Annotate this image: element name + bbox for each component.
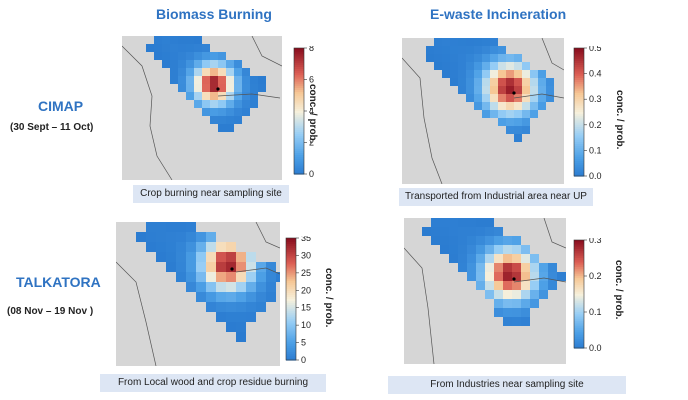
colorbar-tick-label: 0.0 — [589, 343, 602, 353]
colorbar-cimap-ewaste: 0.5 0.4 0.3 0.2 0.1 0.0 — [572, 43, 618, 182]
period-cimap: (30 Sept – 11 Oct) — [10, 122, 94, 133]
site-talkatora: TALKATORA — [16, 274, 101, 290]
map-panel-talkatora-biomass: 35 30 25 20 15 10 5 0 conc. / prob. — [116, 222, 338, 366]
colorbar-label: conc. / prob. — [613, 260, 624, 320]
site-cimap: CIMAP — [38, 98, 84, 114]
biomass-burning-title: Biomass Burning — [156, 6, 272, 22]
colorbar-tick-label: 15 — [301, 303, 311, 313]
colorbar-tick-label: 25 — [301, 268, 311, 278]
colorbar-label: conc. / prob. — [614, 90, 625, 150]
colorbar-tick-label: 0.3 — [589, 238, 602, 245]
colorbar-label: conc. / prob. — [323, 268, 334, 328]
heatmap-talkatora-biomass — [116, 222, 280, 366]
colorbar-tick-label: 2 — [309, 138, 314, 148]
colorbar-tick-label: 0.3 — [589, 94, 602, 104]
colorbar-cimap-biomass: 8 6 4 2 0 — [292, 43, 332, 180]
colorbar-tick-label: 0 — [301, 355, 306, 365]
colorbar-tick-label: 8 — [309, 46, 314, 53]
colorbar-tick-label: 0.2 — [589, 271, 602, 281]
colorbar-tick-label: 0.1 — [589, 145, 602, 155]
map-panel-talkatora-ewaste: 0.3 0.2 0.1 0.0 conc. / prob. — [404, 218, 628, 364]
colorbar-tick-label: 4 — [309, 106, 314, 116]
colorbar-talkatora-ewaste: 0.3 0.2 0.1 0.0 — [572, 235, 618, 354]
map-panel-cimap-biomass: 8 6 4 2 0 conc. / prob. — [122, 36, 332, 180]
ewaste-incineration-title: E-waste Incineration — [430, 6, 567, 22]
colorbar-tick-label: 35 — [301, 236, 311, 243]
colorbar-tick-label: 0.2 — [589, 120, 602, 130]
heatmap-cimap-biomass — [122, 36, 282, 180]
colorbar-tick-label: 0 — [309, 169, 314, 179]
colorbar-tick-label: 0.5 — [589, 46, 602, 53]
period-talkatora: (08 Nov – 19 Nov ) — [7, 306, 94, 317]
colorbar-tick-label: 0.0 — [589, 171, 602, 181]
colorbar-label: conc. / prob. — [307, 84, 318, 144]
map-panel-cimap-ewaste: 0.5 0.4 0.3 0.2 0.1 0.0 conc. / prob. — [402, 38, 625, 184]
heatmap-cimap-ewaste — [402, 38, 564, 184]
caption-talkatora-biomass: From Local wood and crop residue burning — [100, 374, 326, 392]
colorbar-tick-label: 10 — [301, 320, 311, 330]
colorbar-tick-label: 5 — [301, 338, 306, 348]
caption-talkatora-ewaste: From Industries near sampling site — [388, 376, 626, 394]
colorbar-tick-label: 6 — [309, 75, 314, 85]
caption-cimap-ewaste: Transported from Industrial area near UP — [399, 188, 593, 206]
colorbar-tick-label: 0.4 — [589, 69, 602, 79]
colorbar-tick-label: 30 — [301, 250, 311, 260]
caption-cimap-biomass: Crop burning near sampling site — [133, 185, 289, 203]
heatmap-talkatora-ewaste — [404, 218, 566, 364]
colorbar-talkatora-biomass: 35 30 25 20 15 10 5 0 — [284, 233, 324, 366]
colorbar-tick-label: 0.1 — [589, 307, 602, 317]
colorbar-tick-label: 20 — [301, 285, 311, 295]
